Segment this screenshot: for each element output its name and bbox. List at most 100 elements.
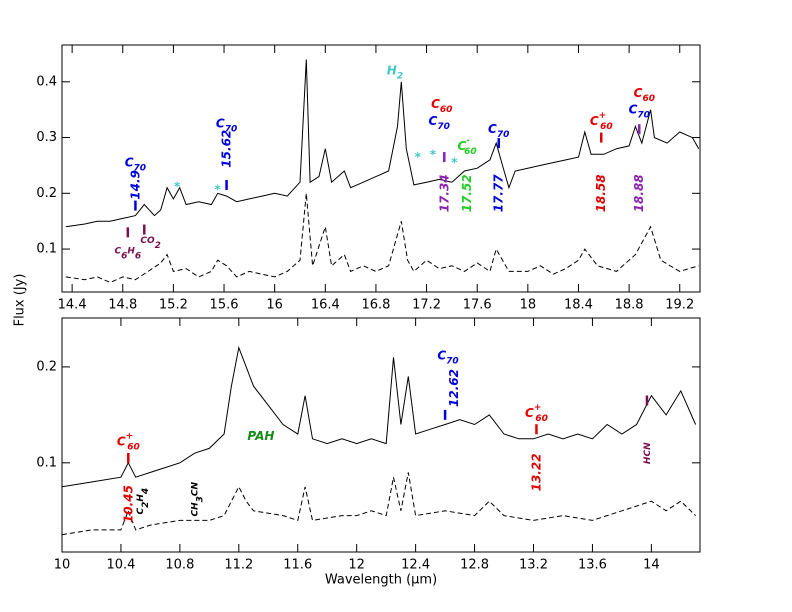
annotation: 18.88 [632, 174, 646, 212]
annotation-text: H [387, 63, 397, 77]
annotation-text: C [634, 85, 643, 99]
annotation-text: C [525, 405, 534, 419]
annotation: C6H6 [114, 246, 141, 261]
annotation-text: 15.62 [219, 130, 233, 168]
annotation-text: * [451, 155, 458, 169]
x-tick-label: 18.4 [564, 298, 593, 313]
annotation: 10.45 [121, 485, 135, 523]
spectrum-line [65, 59, 700, 228]
annotation: C-60 [458, 135, 477, 156]
annotation: C+ 60 [590, 110, 613, 131]
annotation-text: C [114, 246, 121, 256]
annotation-text: 18.88 [632, 174, 646, 212]
plot-area [62, 345, 697, 536]
annotation: C70 [125, 155, 146, 173]
annotation-text: C [125, 155, 134, 169]
x-tick-label: 14 [643, 558, 660, 573]
annotation: CH3CN [190, 482, 205, 517]
annotation-text: C [216, 116, 225, 130]
annotation-sub: 70 [134, 163, 147, 173]
annotation-sub: 60 [464, 146, 477, 156]
annotation-sub: 70 [446, 356, 459, 366]
x-tick-label: 14.8 [108, 298, 137, 313]
annotation-text: CN [190, 482, 200, 497]
annotation-sub: 2 [155, 241, 161, 251]
x-tick-label: 18 [520, 298, 537, 313]
x-tick-label: 12.8 [460, 558, 489, 573]
annotation: C60 [634, 85, 655, 103]
annotation-text: CH [190, 502, 200, 517]
annotation-sub: 60 [642, 93, 655, 103]
x-tick-label: 10.4 [106, 558, 135, 573]
y-tick-label: 0.1 [36, 242, 57, 257]
annotation-text: * [215, 182, 222, 196]
annotation: 17.77 [491, 174, 505, 213]
annotation: C70 [629, 102, 650, 120]
annotation-sup: + [599, 110, 607, 120]
annotation-text: 12.62 [446, 369, 460, 407]
annotation: * [415, 150, 422, 164]
x-tick-label: 17.6 [463, 298, 492, 313]
annotation-sup: + [126, 431, 134, 441]
annotation: 13.22 [529, 453, 543, 491]
annotation-sub: 70 [637, 110, 650, 120]
annotation-text: 13.22 [529, 453, 543, 491]
annotation-text: 17.77 [491, 174, 505, 213]
annotation: C+ 60 [117, 431, 140, 452]
annotation-sub: 70 [225, 124, 238, 134]
x-tick-label: 10.8 [165, 558, 194, 573]
annotation: 17.34 [437, 174, 451, 212]
annotation: CO2 [140, 236, 161, 251]
x-tick-label: 17.2 [412, 298, 441, 313]
annotation-sub: 3 [195, 496, 205, 502]
annotation-text: * [174, 179, 181, 193]
annotation-text: * [415, 150, 422, 164]
annotation-sub: 2 [141, 502, 151, 508]
annotation: 12.62 [446, 369, 460, 407]
annotation: C+ 60 [525, 402, 548, 423]
x-tick-label: 11.6 [283, 558, 312, 573]
annotation-sub: 70 [497, 130, 510, 140]
annotation: 14.9 [128, 170, 142, 200]
annotation-text: 14.9 [128, 170, 142, 200]
annotation: 17.52 [460, 174, 474, 212]
annotation-sub: 70 [437, 121, 450, 131]
x-tick-label: 11.2 [224, 558, 253, 573]
annotation-text: 17.52 [460, 174, 474, 212]
y-tick-label: 0.4 [36, 74, 57, 89]
annotation-text: * [430, 147, 437, 161]
annotation: 18.58 [594, 174, 608, 212]
annotation: HCN [642, 442, 652, 464]
spectrum-line [62, 345, 697, 488]
plot-frame [61, 44, 701, 293]
annotation-sub: 2 [397, 71, 403, 81]
x-tick-label: 16.4 [311, 298, 340, 313]
x-tick-label: 18.8 [615, 298, 644, 313]
annotation: * [174, 179, 181, 193]
annotation: 15.62 [219, 130, 233, 168]
annotation-text: PAH [247, 428, 274, 442]
x-tick-label: 16 [266, 298, 283, 313]
spectrum-line [65, 193, 699, 284]
x-tick-label: 12 [348, 558, 365, 573]
x-tick-label: 19.2 [665, 298, 694, 313]
annotation-text: C [437, 348, 446, 362]
annotation-text: H [136, 494, 146, 502]
annotation-text: H [127, 246, 135, 256]
annotation-text: 17.34 [437, 174, 451, 212]
annotation-sub: 60 [127, 442, 140, 452]
spectrum-line [62, 472, 696, 536]
x-tick-label: 16.8 [361, 298, 390, 313]
annotation: * [215, 182, 222, 196]
annotation-sub: 4 [141, 488, 151, 495]
y-tick-label: 0.2 [36, 186, 57, 201]
annotation-text: C [488, 122, 497, 136]
y-tick-label: 0.2 [36, 359, 57, 374]
x-tick-label: 12.4 [401, 558, 430, 573]
annotation-text: C [458, 138, 467, 152]
annotation-text: 10.45 [121, 485, 135, 523]
plot-frame [61, 317, 701, 553]
annotation-text: C [590, 113, 599, 127]
annotation-text: C [629, 102, 638, 116]
